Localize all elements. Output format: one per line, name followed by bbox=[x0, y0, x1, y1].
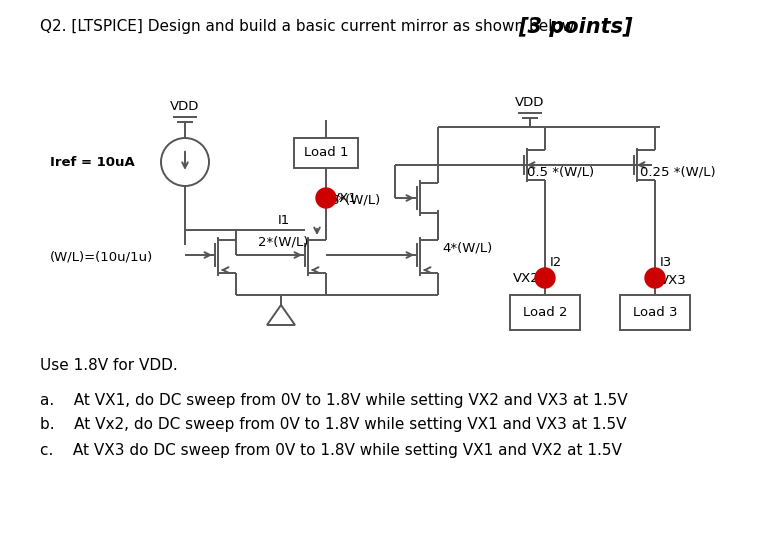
Circle shape bbox=[316, 188, 336, 208]
Bar bbox=[510, 295, 580, 330]
Text: 4*(W/L): 4*(W/L) bbox=[442, 242, 492, 254]
Text: 2*(W/L): 2*(W/L) bbox=[258, 236, 308, 248]
Bar bbox=[620, 295, 690, 330]
Text: Q2. [LTSPICE] Design and build a basic current mirror as shown below.: Q2. [LTSPICE] Design and build a basic c… bbox=[40, 19, 583, 34]
Text: VX2: VX2 bbox=[513, 272, 540, 284]
Text: [3 points]: [3 points] bbox=[518, 17, 633, 37]
Text: (W/L)=(10u/1u): (W/L)=(10u/1u) bbox=[50, 251, 153, 263]
Text: Load 3: Load 3 bbox=[633, 306, 677, 320]
Circle shape bbox=[161, 138, 209, 186]
Text: VDD: VDD bbox=[170, 101, 200, 113]
Circle shape bbox=[535, 268, 555, 288]
Text: I3: I3 bbox=[660, 255, 672, 269]
Text: Load 2: Load 2 bbox=[523, 306, 567, 320]
Bar bbox=[294, 138, 358, 168]
Text: I1: I1 bbox=[278, 213, 290, 227]
Text: 0.25 *(W/L): 0.25 *(W/L) bbox=[640, 165, 715, 179]
Text: Use 1.8V for VDD.: Use 1.8V for VDD. bbox=[40, 357, 178, 373]
Text: VX1: VX1 bbox=[331, 191, 358, 205]
Text: I2: I2 bbox=[550, 255, 562, 269]
Text: c.    At VX3 do DC sweep from 0V to 1.8V while setting VX1 and VX2 at 1.5V: c. At VX3 do DC sweep from 0V to 1.8V wh… bbox=[40, 442, 622, 457]
Text: VDD: VDD bbox=[516, 96, 544, 108]
Text: Iref = 10uA: Iref = 10uA bbox=[50, 155, 135, 169]
Text: 6*(W/L): 6*(W/L) bbox=[330, 194, 381, 206]
Circle shape bbox=[645, 268, 665, 288]
Text: Load 1: Load 1 bbox=[303, 147, 348, 159]
Text: b.    At Vx2, do DC sweep from 0V to 1.8V while setting VX1 and VX3 at 1.5V: b. At Vx2, do DC sweep from 0V to 1.8V w… bbox=[40, 418, 626, 432]
Text: a.    At VX1, do DC sweep from 0V to 1.8V while setting VX2 and VX3 at 1.5V: a. At VX1, do DC sweep from 0V to 1.8V w… bbox=[40, 393, 628, 408]
Polygon shape bbox=[267, 305, 295, 325]
Text: 0.5 *(W/L): 0.5 *(W/L) bbox=[527, 165, 594, 179]
Text: VX3: VX3 bbox=[660, 274, 686, 286]
